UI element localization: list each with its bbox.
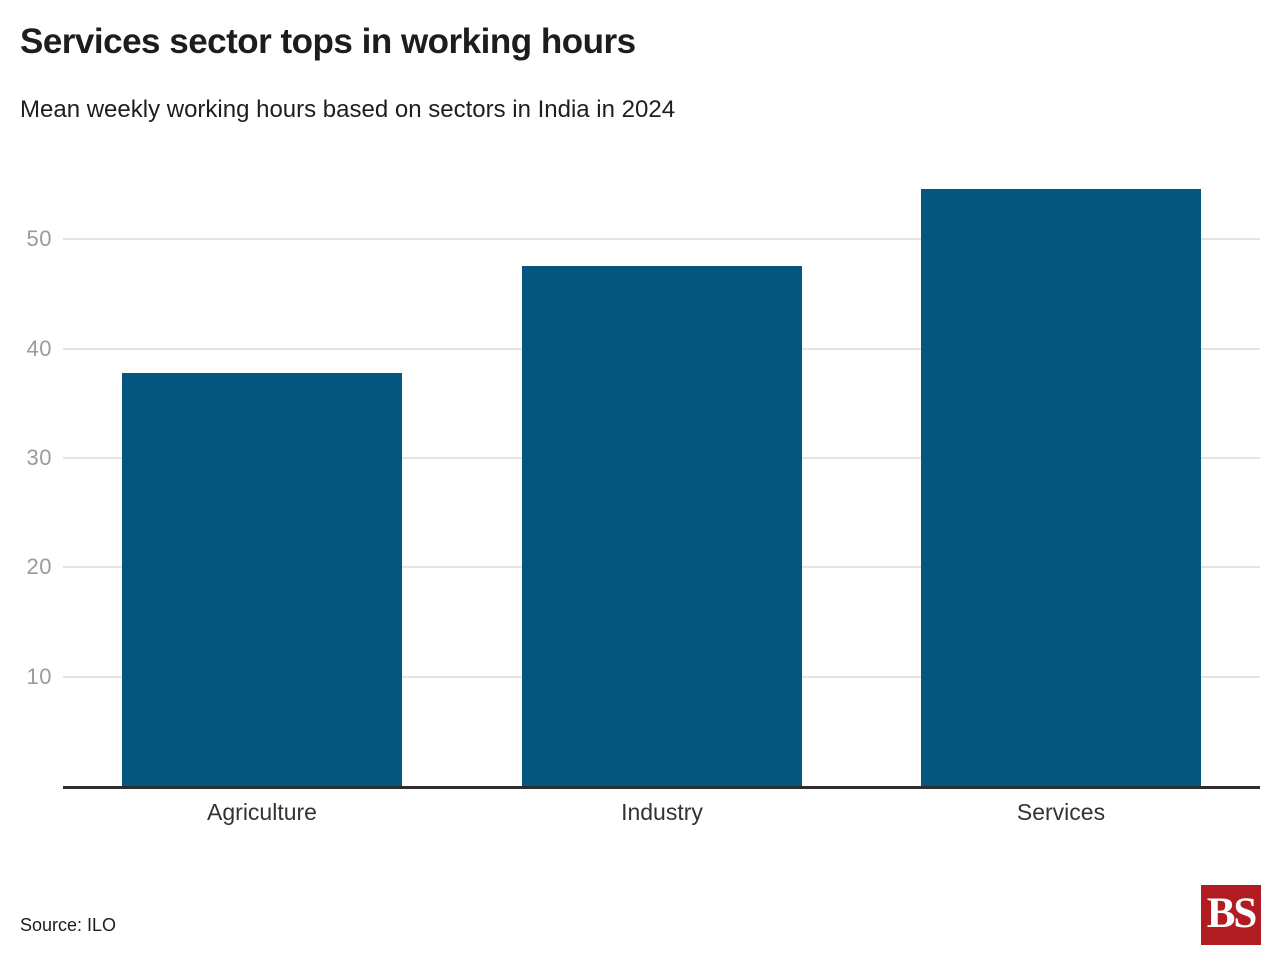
bar-agriculture [122,372,402,786]
chart-subtitle: Mean weekly working hours based on secto… [20,96,676,123]
y-tick-label: 50 [26,226,52,252]
y-tick-label: 40 [26,335,52,361]
chart-title: Services sector tops in working hours [20,22,636,61]
gridline [63,238,1260,241]
bar-services [921,189,1201,786]
x-axis-line [63,786,1260,789]
y-tick-label: 20 [26,554,52,580]
source-label: Source: ILO [20,915,117,935]
bs-logo-text: BS [1206,890,1258,937]
x-tick-label-industry: Industry [621,799,703,825]
bs-logo: BS [1201,885,1261,945]
y-tick-label: 10 [26,663,52,689]
x-tick-label-services: Services [1016,799,1106,825]
plot-area [63,154,1260,786]
bar-industry [522,265,802,786]
y-tick-label: 30 [26,444,52,470]
x-axis-labels: Agriculture Industry Services [63,799,1260,833]
y-axis-labels: 10 20 30 40 50 [0,154,52,786]
x-tick-label-agriculture: Agriculture [207,799,317,825]
